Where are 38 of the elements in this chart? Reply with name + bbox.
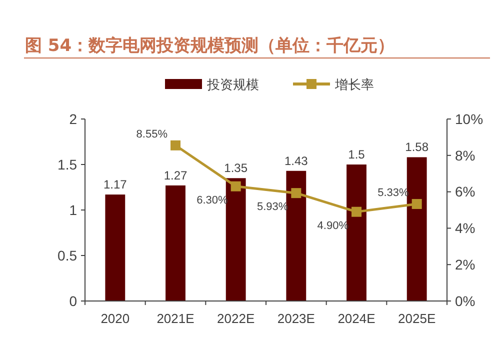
y2-tick-label: 4% [455, 220, 476, 236]
y-tick-label: 0 [69, 292, 78, 309]
data-label: 8.55% [136, 128, 168, 140]
legend-label: 投资规模 [206, 78, 259, 93]
bar [286, 170, 306, 301]
y2-tick-label: 6% [455, 184, 476, 200]
point [412, 198, 422, 209]
y-tick-label: 1 [69, 202, 78, 218]
y-tick-label: 1.5 [58, 156, 78, 172]
data-label: 1.17 [103, 178, 128, 192]
point [230, 181, 241, 192]
bar [226, 178, 246, 301]
x-tick-label: 2023E [277, 311, 316, 326]
bar [406, 157, 427, 301]
x-tick-label: 2025E [398, 311, 436, 326]
point [352, 206, 362, 217]
bar [346, 164, 366, 301]
y2-tick-label: 2% [455, 256, 476, 272]
data-label: 1.35 [224, 161, 248, 176]
data-label: 1.5 [348, 148, 366, 162]
legend-label: 增长率 [334, 77, 374, 93]
x-tick-label: 2022E [217, 311, 255, 326]
y2-tick-label: 10% [455, 110, 484, 127]
x-tick-label: 2020 [100, 311, 130, 326]
x-tick-label: 2021E [156, 311, 195, 326]
y2-tick-label: 8% [455, 147, 476, 164]
point [291, 188, 302, 198]
y2-tick-label: 0% [455, 292, 476, 309]
chart-title: 图 54：数字电网投资规模预测（单位：千亿元） [25, 36, 395, 56]
y-tick-label: 0.5 [58, 247, 78, 264]
bar [105, 194, 126, 301]
data-label: 1.43 [284, 154, 308, 168]
point [170, 140, 180, 150]
data-label: 1.27 [164, 168, 188, 182]
y-tick-label: 2 [69, 110, 78, 127]
x-tick-label: 2024E [338, 311, 376, 326]
bar [166, 185, 186, 301]
data-label: 1.58 [405, 140, 429, 154]
